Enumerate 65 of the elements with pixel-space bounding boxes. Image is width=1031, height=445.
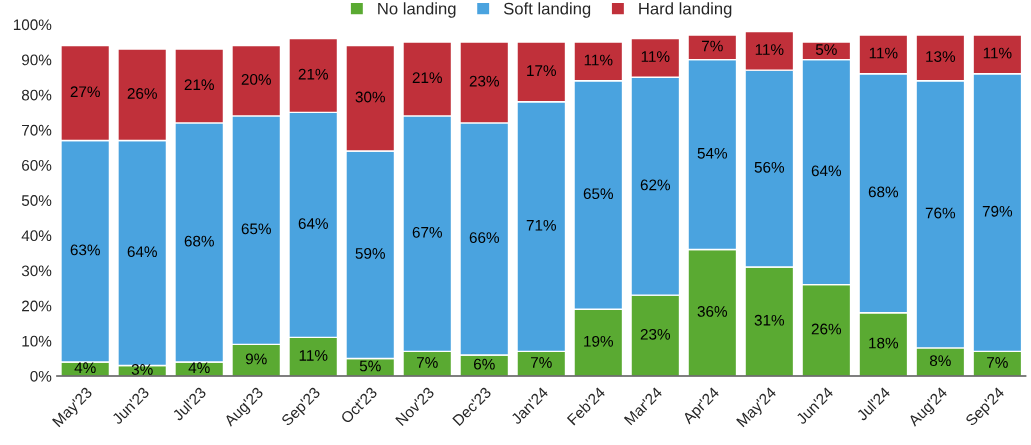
data-label: 8% <box>929 355 951 367</box>
data-label: 13% <box>926 51 956 62</box>
y-tick-label: 40% <box>21 230 52 242</box>
data-label: 7% <box>987 357 1008 368</box>
data-label: 5% <box>815 44 837 55</box>
data-label: 21% <box>184 79 214 91</box>
data-label: 66% <box>469 232 500 244</box>
data-label: 71% <box>526 219 557 231</box>
y-tick-label: 80% <box>21 89 52 101</box>
data-label: 64% <box>298 218 328 229</box>
data-label: 11% <box>641 51 670 62</box>
data-label: 31% <box>754 314 785 326</box>
data-label: 65% <box>241 223 271 235</box>
data-label: 26% <box>811 323 842 335</box>
legend-label: No landing <box>378 2 456 18</box>
data-label: 17% <box>527 65 557 76</box>
legend-label: Hard landing <box>639 2 732 18</box>
data-label: 76% <box>925 207 956 219</box>
data-label: 26% <box>127 88 157 99</box>
data-label: 59% <box>355 248 385 259</box>
data-label: 30% <box>355 91 385 103</box>
data-label: 7% <box>531 357 552 368</box>
y-tick-label: 30% <box>21 265 52 277</box>
data-label: 27% <box>70 86 100 98</box>
data-label: 64% <box>127 246 157 258</box>
data-label: 11% <box>584 54 613 66</box>
y-tick-label: 0% <box>30 370 52 382</box>
y-tick-label: 20% <box>22 300 52 312</box>
data-label: 68% <box>184 235 214 247</box>
data-label: 4% <box>188 362 210 374</box>
data-label: 6% <box>474 358 495 370</box>
legend-label: Soft landing <box>503 2 591 18</box>
y-tick-label: 90% <box>21 54 52 66</box>
data-label: 68% <box>868 186 899 198</box>
data-label: 79% <box>982 205 1013 217</box>
data-label: 65% <box>583 188 614 200</box>
data-label: 3% <box>131 364 153 375</box>
data-label: 64% <box>811 165 842 177</box>
data-label: 4% <box>74 362 96 374</box>
data-label: 11% <box>983 47 1012 59</box>
data-label: 21% <box>298 68 328 80</box>
data-label: 19% <box>584 335 614 347</box>
data-label: 11% <box>299 350 328 361</box>
data-label: 56% <box>754 161 785 173</box>
y-tick-label: 60% <box>22 159 52 171</box>
data-label: 9% <box>245 353 267 365</box>
y-tick-label: 70% <box>22 124 52 136</box>
data-label: 23% <box>469 75 500 87</box>
data-label: 18% <box>869 337 899 349</box>
data-label: 7% <box>702 40 723 52</box>
y-tick-label: 100% <box>13 19 52 31</box>
data-label: 7% <box>417 357 438 368</box>
y-tick-label: 50% <box>21 195 52 206</box>
data-label: 20% <box>241 74 271 85</box>
data-label: 5% <box>359 360 381 372</box>
data-label: 67% <box>412 226 442 238</box>
data-label: 36% <box>697 306 728 317</box>
data-label: 11% <box>869 47 898 59</box>
data-label: 54% <box>697 147 728 159</box>
data-label: 62% <box>640 179 671 191</box>
data-label: 11% <box>755 44 784 55</box>
data-label: 21% <box>412 72 442 84</box>
y-tick-label: 10% <box>22 335 52 347</box>
data-label: 63% <box>70 244 100 256</box>
data-label: 23% <box>640 328 671 340</box>
